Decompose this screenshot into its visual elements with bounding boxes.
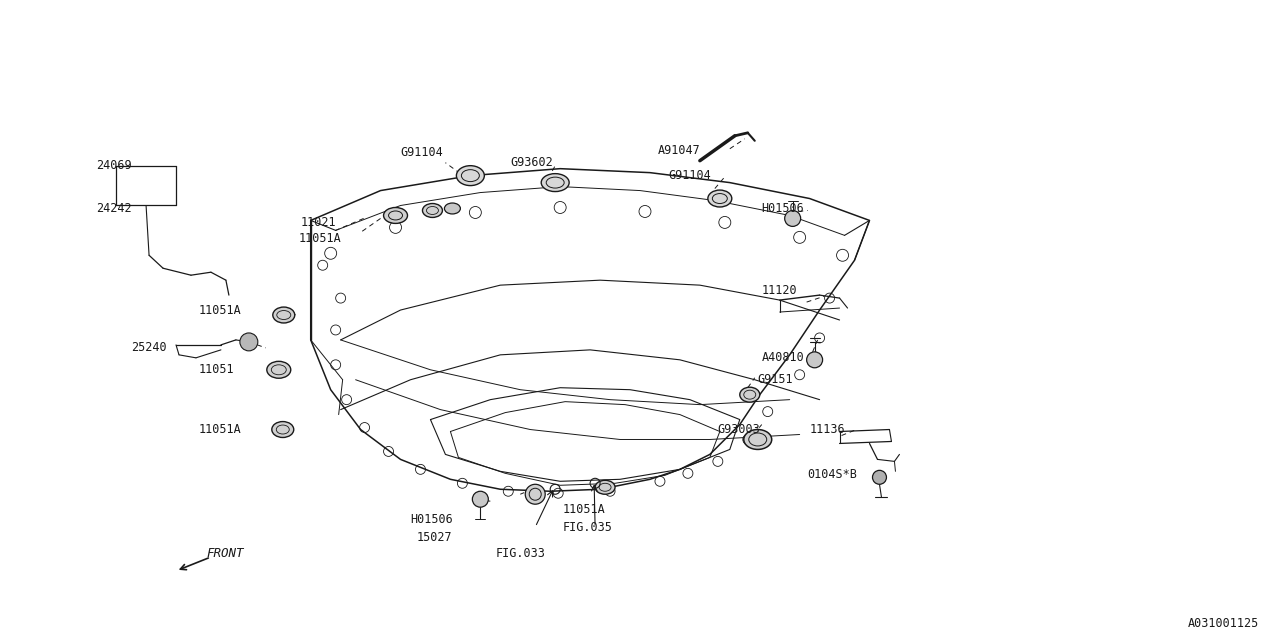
- Text: A031001125: A031001125: [1188, 617, 1258, 630]
- Text: 24069: 24069: [96, 159, 132, 172]
- Ellipse shape: [266, 362, 291, 378]
- Text: FIG.035: FIG.035: [562, 520, 612, 534]
- Circle shape: [239, 333, 257, 351]
- Ellipse shape: [744, 429, 772, 449]
- Text: G9151: G9151: [758, 373, 794, 386]
- Ellipse shape: [384, 207, 407, 223]
- Text: 11051A: 11051A: [198, 303, 242, 317]
- Text: G91104: G91104: [668, 169, 710, 182]
- Ellipse shape: [740, 387, 760, 402]
- Text: G91104: G91104: [401, 146, 443, 159]
- Text: FRONT: FRONT: [206, 547, 243, 561]
- Circle shape: [525, 484, 545, 504]
- Ellipse shape: [595, 480, 616, 494]
- Ellipse shape: [541, 173, 570, 191]
- Text: A91047: A91047: [658, 144, 700, 157]
- Circle shape: [873, 470, 887, 484]
- Circle shape: [472, 492, 489, 507]
- Text: 11051A: 11051A: [198, 423, 242, 436]
- Text: 11051: 11051: [198, 364, 234, 376]
- Text: H01506: H01506: [762, 202, 805, 215]
- Ellipse shape: [271, 422, 293, 438]
- Text: G93602: G93602: [511, 156, 553, 169]
- Text: A40810: A40810: [762, 351, 805, 364]
- Ellipse shape: [273, 307, 294, 323]
- Text: 11136: 11136: [810, 423, 845, 436]
- Text: G93003: G93003: [718, 423, 760, 436]
- Circle shape: [806, 352, 823, 368]
- Text: 25240: 25240: [131, 341, 166, 355]
- Text: FIG.033: FIG.033: [495, 547, 545, 561]
- Text: 15027: 15027: [416, 531, 452, 543]
- Ellipse shape: [457, 166, 484, 186]
- Ellipse shape: [422, 204, 443, 218]
- Text: 11120: 11120: [762, 284, 797, 296]
- Text: 11051A: 11051A: [562, 502, 605, 516]
- Text: 0104S*B: 0104S*B: [808, 468, 858, 481]
- Ellipse shape: [444, 203, 461, 214]
- Ellipse shape: [708, 190, 732, 207]
- Text: 24242: 24242: [96, 202, 132, 215]
- Text: 11051A: 11051A: [298, 232, 342, 245]
- Text: H01506: H01506: [411, 513, 453, 525]
- Circle shape: [785, 211, 801, 227]
- Text: 11021: 11021: [301, 216, 337, 229]
